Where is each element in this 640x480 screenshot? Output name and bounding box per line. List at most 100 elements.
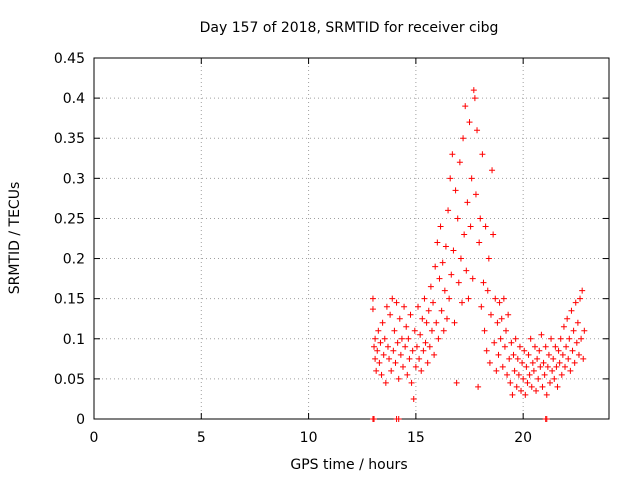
data-point xyxy=(431,351,438,358)
data-point xyxy=(558,371,565,378)
data-point xyxy=(470,87,477,94)
data-point xyxy=(464,199,471,206)
data-point xyxy=(411,327,418,334)
data-point xyxy=(499,363,506,370)
data-point xyxy=(427,283,434,290)
data-point xyxy=(529,359,536,366)
data-point xyxy=(397,351,404,358)
data-point xyxy=(554,383,561,390)
data-point xyxy=(395,416,402,422)
data-point xyxy=(536,347,543,354)
data-point xyxy=(433,319,440,326)
data-point xyxy=(413,343,420,350)
data-point xyxy=(402,343,409,350)
data-point xyxy=(476,239,483,246)
data-point xyxy=(511,367,518,374)
data-point xyxy=(537,363,544,370)
data-point xyxy=(527,335,534,342)
data-point xyxy=(422,339,429,346)
data-point xyxy=(480,279,487,286)
y-tick-label: 0.4 xyxy=(63,91,85,107)
data-point xyxy=(409,347,416,354)
data-point xyxy=(540,359,547,366)
data-point xyxy=(545,351,552,358)
data-point xyxy=(528,383,535,390)
data-point xyxy=(477,215,484,222)
data-point xyxy=(446,295,453,302)
data-point xyxy=(436,275,443,282)
data-point xyxy=(386,355,393,362)
data-point xyxy=(479,151,486,158)
data-point xyxy=(382,379,389,386)
data-point xyxy=(430,299,437,306)
data-point xyxy=(515,371,522,378)
data-point xyxy=(535,375,542,382)
data-point xyxy=(501,343,508,350)
y-tick-label: 0.35 xyxy=(54,131,85,147)
data-point xyxy=(486,359,493,366)
data-point xyxy=(491,339,498,346)
data-point xyxy=(572,299,579,306)
data-point xyxy=(416,355,423,362)
data-point xyxy=(461,231,468,238)
y-tick-label: 0.1 xyxy=(63,332,85,348)
data-point xyxy=(569,347,576,354)
data-point xyxy=(566,335,573,342)
grid-layer xyxy=(94,58,609,419)
data-point xyxy=(500,295,507,302)
data-point xyxy=(549,367,556,374)
data-point xyxy=(567,367,574,374)
data-point xyxy=(408,379,415,386)
data-point xyxy=(575,351,582,358)
data-point xyxy=(450,247,457,254)
data-point xyxy=(442,243,449,250)
data-point xyxy=(468,175,475,182)
data-point xyxy=(394,339,401,346)
data-point xyxy=(541,371,548,378)
data-point xyxy=(526,371,533,378)
data-point xyxy=(388,367,395,374)
y-tick-label: 0.05 xyxy=(54,372,85,388)
data-point xyxy=(391,327,398,334)
data-point xyxy=(396,315,403,322)
data-point xyxy=(521,347,528,354)
data-point xyxy=(513,383,520,390)
data-point xyxy=(380,351,387,358)
data-point xyxy=(398,335,405,342)
data-point xyxy=(525,351,532,358)
data-point xyxy=(559,351,566,358)
data-point xyxy=(426,343,433,350)
data-point xyxy=(369,306,376,313)
data-point xyxy=(580,355,587,362)
data-point xyxy=(483,347,490,354)
data-point xyxy=(439,259,446,266)
data-point xyxy=(543,391,550,398)
data-point xyxy=(371,416,378,422)
y-tick-label: 0.45 xyxy=(54,51,85,67)
data-point xyxy=(562,363,569,370)
tick-layer: 0 0.05 0.1 0.15 0.2 0.25 0.3 0.35 0.4 0.45 0 5 10 15 2… xyxy=(54,51,609,446)
data-point xyxy=(568,307,575,314)
data-point xyxy=(392,359,399,366)
data-point xyxy=(459,299,466,306)
data-point xyxy=(465,295,472,302)
data-point xyxy=(504,371,511,378)
data-point xyxy=(376,359,383,366)
chart-title: Day 157 of 2018, SRMTID for receiver cib… xyxy=(200,20,499,36)
data-point xyxy=(381,335,388,342)
data-point xyxy=(383,303,390,310)
data-point xyxy=(460,135,467,142)
data-point xyxy=(418,367,425,374)
data-point xyxy=(505,311,512,318)
data-point xyxy=(469,275,476,282)
data-point xyxy=(573,339,580,346)
data-point xyxy=(519,359,526,366)
data-point xyxy=(487,311,494,318)
data-point xyxy=(563,343,570,350)
data-point xyxy=(401,303,408,310)
data-point xyxy=(553,363,560,370)
data-point xyxy=(544,363,551,370)
data-point xyxy=(514,355,521,362)
data-point xyxy=(543,416,550,422)
data-point xyxy=(421,295,428,302)
